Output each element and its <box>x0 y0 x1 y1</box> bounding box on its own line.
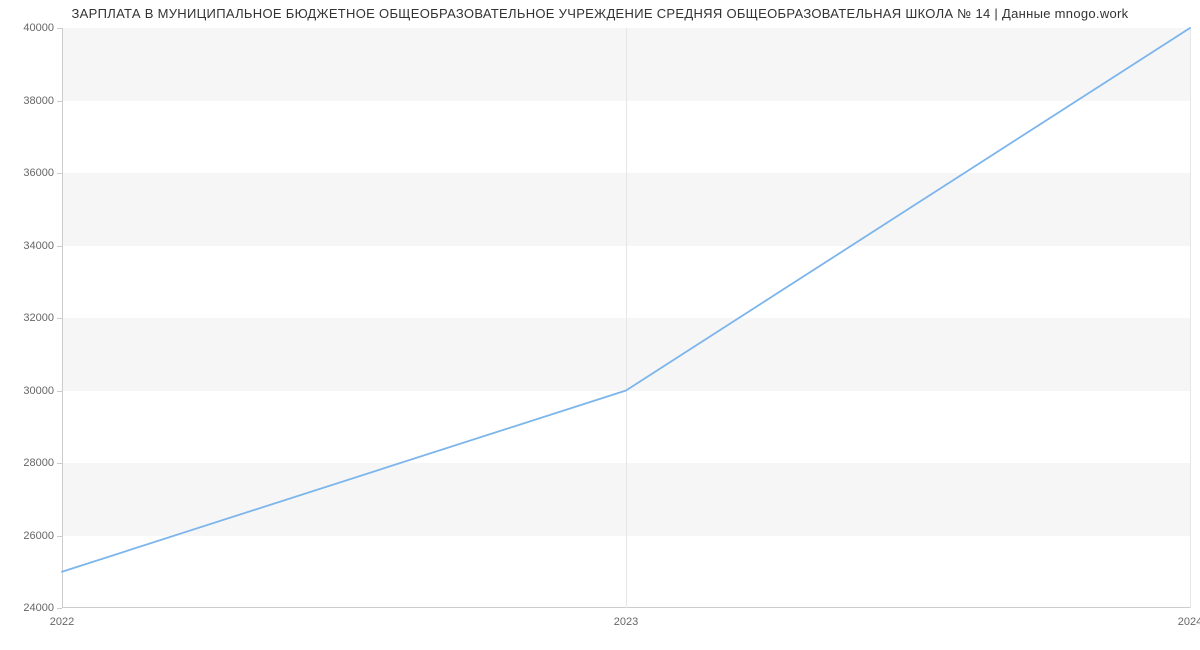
y-tick-label: 40000 <box>23 22 54 34</box>
y-tick-label: 30000 <box>23 385 54 397</box>
y-tick <box>57 608 62 609</box>
x-tick-label: 2023 <box>614 616 638 628</box>
y-tick-label: 32000 <box>23 312 54 324</box>
plot-area: 2400026000280003000032000340003600038000… <box>62 28 1190 608</box>
x-gridline <box>1190 28 1191 608</box>
salary-line-chart: ЗАРПЛАТА В МУНИЦИПАЛЬНОЕ БЮДЖЕТНОЕ ОБЩЕО… <box>0 0 1200 650</box>
x-tick-label: 2024 <box>1178 616 1200 628</box>
y-tick-label: 34000 <box>23 240 54 252</box>
chart-title: ЗАРПЛАТА В МУНИЦИПАЛЬНОЕ БЮДЖЕТНОЕ ОБЩЕО… <box>0 6 1200 21</box>
y-tick-label: 26000 <box>23 530 54 542</box>
x-tick-label: 2022 <box>50 616 74 628</box>
salary-line <box>62 28 1190 572</box>
series-layer <box>62 28 1190 608</box>
y-tick-label: 36000 <box>23 167 54 179</box>
y-tick-label: 28000 <box>23 457 54 469</box>
y-tick-label: 24000 <box>23 602 54 614</box>
y-tick-label: 38000 <box>23 95 54 107</box>
